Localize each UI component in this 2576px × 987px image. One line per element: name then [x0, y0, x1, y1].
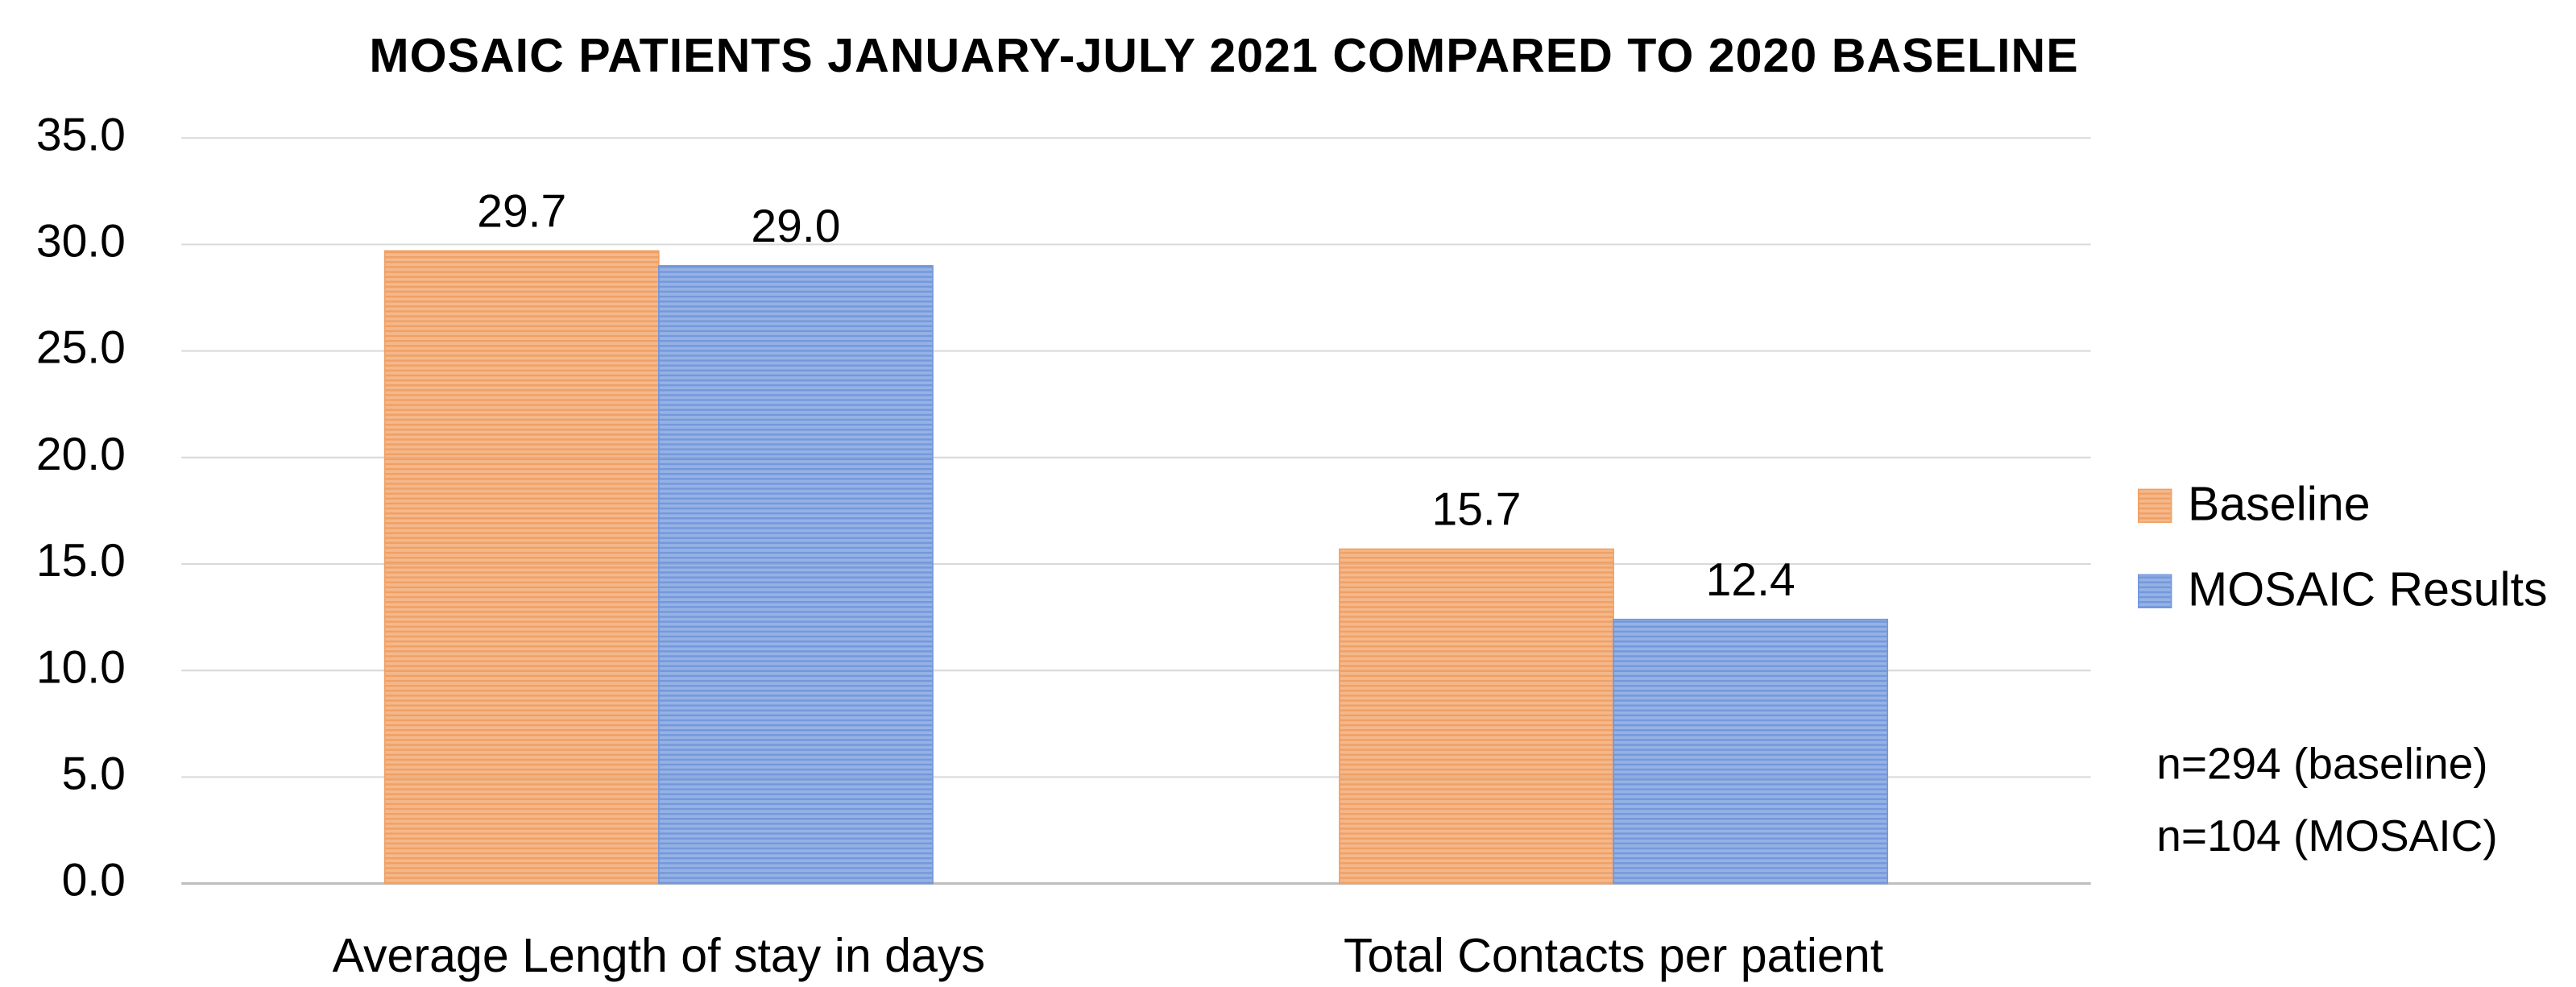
y-tick-label: 15.0 — [36, 535, 126, 587]
bar — [658, 265, 934, 885]
bar — [1339, 548, 1614, 885]
data-label: 12.4 — [1706, 554, 1795, 606]
y-tick-label: 20.0 — [36, 429, 126, 480]
chart-title: MOSAIC PATIENTS JANUARY-JULY 2021 COMPAR… — [369, 28, 2078, 82]
legend-label: Baseline — [2188, 476, 2371, 530]
y-tick-label: 30.0 — [36, 215, 126, 267]
legend-label: MOSAIC Results — [2188, 562, 2548, 616]
legend-swatch — [2138, 574, 2172, 608]
data-label: 29.0 — [751, 201, 840, 252]
annotation: n=294 (baseline) — [2156, 738, 2487, 788]
x-tick-label: Average Length of stay in days — [333, 928, 985, 982]
bar — [383, 250, 660, 885]
annotation: n=104 (MOSAIC) — [2156, 811, 2497, 861]
y-tick-label: 5.0 — [62, 748, 126, 799]
x-tick-label: Total Contacts per patient — [1344, 928, 1883, 982]
data-label: 29.7 — [477, 186, 566, 238]
y-tick-label: 0.0 — [62, 855, 126, 906]
bar — [1613, 618, 1889, 885]
data-label: 15.7 — [1431, 484, 1521, 536]
y-tick-label: 25.0 — [36, 322, 126, 374]
y-tick-label: 10.0 — [36, 641, 126, 693]
y-tick-label: 35.0 — [36, 109, 126, 160]
legend-swatch — [2138, 488, 2172, 523]
